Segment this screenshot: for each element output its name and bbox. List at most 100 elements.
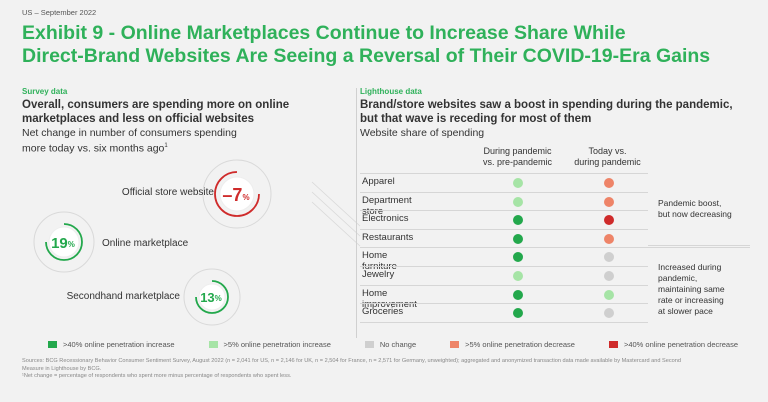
bubble-value-secondhand: 13% [200, 290, 222, 305]
connector-line [311, 191, 361, 237]
survey-label: Survey data [22, 87, 68, 96]
bubble-unit-secondhand: % [215, 294, 222, 303]
note-pandemic-boost: Pandemic boost, but now decreasing [658, 198, 732, 220]
bubble-unit-online: % [68, 240, 75, 249]
row-label: Groceries [362, 306, 404, 318]
dot-today [604, 178, 614, 188]
survey-heading-line-2: marketplaces and less on official websit… [22, 113, 255, 125]
bubble-arc [45, 223, 83, 261]
dot-during [513, 196, 523, 207]
row-divider [360, 191, 648, 193]
bubble-chart: –7% Official store website 19% Online ma… [33, 159, 272, 326]
row-label: Jewelry [362, 269, 395, 280]
dot-during [513, 252, 523, 263]
page-title: Exhibit 9 - Online Marketplaces Continue… [22, 22, 752, 68]
bubble-value-official: –7% [222, 185, 249, 205]
bubble-outer-ring [183, 268, 241, 326]
connector-line [311, 181, 361, 227]
bubble-number-official: –7 [222, 185, 242, 205]
bubble-number-secondhand: 13 [200, 290, 214, 305]
bubble-secondhand-marketplace: 13% [183, 268, 241, 326]
bubble-official-store: –7% [202, 159, 272, 229]
survey-sub-line-2-wrap: more today vs. six months ago1 [22, 140, 352, 156]
bubble-core [219, 176, 255, 212]
note2-line-4: rate or increasing [658, 295, 724, 305]
bubble-core [198, 283, 226, 311]
row-label: Restaurants [362, 231, 414, 243]
row-divider [360, 266, 648, 267]
dot-during [513, 178, 523, 188]
lighthouse-subheading: Website share of spending [360, 127, 485, 139]
bubble-label-online: Online marketplace [102, 238, 189, 249]
legend-swatch [450, 341, 460, 348]
legend-swatch [48, 341, 57, 348]
legend-label: >40% online penetration increase [63, 340, 175, 349]
survey-subheading: Net change in number of consumers spendi… [22, 127, 352, 156]
row-divider [360, 173, 648, 174]
legend-item: >5% online penetration decrease [450, 340, 575, 349]
legend-label: >40% online penetration decrease [623, 340, 738, 349]
dot-today [604, 252, 614, 263]
note2-line-3: maintaining same [658, 284, 725, 294]
legend-item: >5% online penetration increase [208, 340, 331, 349]
title-line-1: Exhibit 9 - Online Marketplaces Continue… [22, 22, 626, 44]
column-header-during: During pandemic vs. pre-pandemic [470, 146, 565, 168]
col1-line-2: vs. pre-pandemic [482, 157, 553, 167]
col2-line-2: during pandemic [574, 157, 641, 167]
dot-today [604, 196, 614, 207]
row-divider [360, 247, 750, 249]
dot-during [513, 215, 523, 226]
bubble-label-official: Official store website [122, 187, 215, 198]
legend-label: >5% online penetration decrease [465, 340, 575, 349]
legend-item: >40% online penetration decrease [608, 340, 738, 349]
note2-line-2: pandemic, [658, 273, 698, 283]
bubble-unit-official: % [242, 193, 249, 202]
footnote-mark: 1 [164, 143, 168, 149]
survey-sub-line-2: more today vs. six months ago [22, 142, 165, 155]
note2-line-5: at slower pace [658, 306, 713, 316]
group-divider [648, 245, 750, 246]
lighthouse-heading-line-2: but that wave is receding for most of th… [360, 113, 592, 125]
row-label: Electronics [362, 213, 409, 225]
footer-line-3: ¹Net change = percentage of respondents … [22, 373, 292, 379]
note2-line-1: Increased during [658, 262, 722, 272]
bubble-value-online: 19% [51, 235, 75, 252]
dot-during [513, 233, 523, 244]
footer-sources: Sources: BCG Recessionary Behavior Consu… [22, 358, 752, 381]
dot-today [604, 289, 614, 300]
legend-item: No change [364, 340, 417, 349]
bubble-outer-ring [202, 159, 272, 229]
dot-today [604, 271, 614, 281]
lighthouse-heading: Brand/store websites saw a boost in spen… [360, 98, 750, 126]
row-divider [360, 284, 648, 286]
note1-line-2: but now decreasing [658, 209, 732, 219]
kicker: US – September 2022 [22, 8, 97, 17]
legend-swatch [208, 341, 218, 348]
row-divider [360, 228, 648, 230]
note1-line-1: Pandemic boost, [658, 198, 722, 208]
legend-item: >40% online penetration increase [48, 340, 175, 349]
dot-during [513, 271, 523, 281]
column-header-today: Today vs. during pandemic [560, 146, 655, 168]
row-divider [360, 210, 648, 212]
survey-sub-line-1: Net change in number of consumers spendi… [22, 127, 237, 139]
survey-heading: Overall, consumers are spending more on … [22, 98, 352, 126]
bubble-number-online: 19 [51, 235, 68, 252]
legend-label: >5% online penetration increase [223, 340, 331, 349]
connector-lines [311, 181, 361, 247]
legend-label: No change [379, 340, 417, 349]
row-divider [360, 303, 648, 305]
dot-today [604, 215, 614, 226]
lighthouse-heading-line-1: Brand/store websites saw a boost in spen… [360, 99, 733, 111]
legend: >40% online penetration increase >5% onli… [48, 340, 738, 349]
bubble-arc [195, 280, 229, 314]
bubble-outer-ring [33, 211, 95, 273]
col1-line-1: During pandemic [483, 146, 552, 156]
lighthouse-label: Lighthouse data [360, 87, 422, 96]
bubble-arc [214, 171, 260, 217]
col2-line-1: Today vs. [588, 146, 627, 156]
bubble-label-secondhand: Secondhand marketplace [67, 291, 181, 302]
row-label: Apparel [362, 176, 395, 187]
connector-line [311, 201, 361, 247]
dot-today [604, 233, 614, 244]
